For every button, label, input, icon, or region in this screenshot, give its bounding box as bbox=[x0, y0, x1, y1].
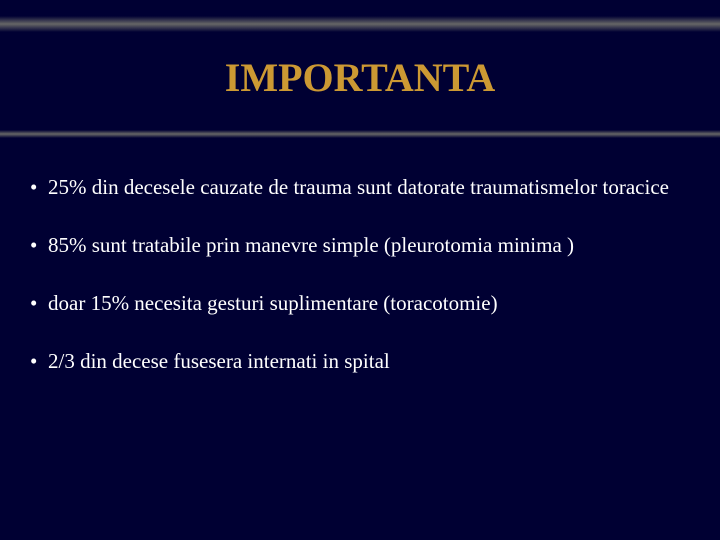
bullet-text: 2/3 din decese fusesera internati in spi… bbox=[48, 349, 390, 373]
bullet-text: 85% sunt tratabile prin manevre simple (… bbox=[48, 233, 574, 257]
list-item: 85% sunt tratabile prin manevre simple (… bbox=[28, 216, 692, 274]
slide-title: IMPORTANTA bbox=[0, 54, 720, 101]
top-stripe-thick bbox=[0, 16, 720, 32]
bullet-list: 25% din decesele cauzate de trauma sunt … bbox=[28, 158, 692, 390]
list-item: doar 15% necesita gesturi suplimentare (… bbox=[28, 274, 692, 332]
list-item: 2/3 din decese fusesera internati in spi… bbox=[28, 332, 692, 390]
top-stripe-thin bbox=[0, 130, 720, 138]
bullet-text: 25% din decesele cauzate de trauma sunt … bbox=[48, 175, 669, 199]
bullet-text: doar 15% necesita gesturi suplimentare (… bbox=[48, 291, 498, 315]
list-item: 25% din decesele cauzate de trauma sunt … bbox=[28, 158, 692, 216]
